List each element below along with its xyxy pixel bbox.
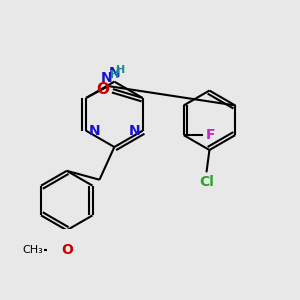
Text: O: O bbox=[96, 82, 110, 97]
Text: H: H bbox=[116, 65, 125, 75]
Text: N: N bbox=[88, 124, 100, 138]
Text: N: N bbox=[129, 124, 140, 138]
Text: N: N bbox=[101, 70, 112, 85]
Text: N: N bbox=[109, 66, 120, 80]
Text: O: O bbox=[61, 243, 73, 256]
Text: Cl: Cl bbox=[199, 175, 214, 189]
Text: H: H bbox=[110, 70, 119, 80]
Text: CH₃: CH₃ bbox=[22, 244, 43, 255]
Text: F: F bbox=[206, 128, 215, 142]
